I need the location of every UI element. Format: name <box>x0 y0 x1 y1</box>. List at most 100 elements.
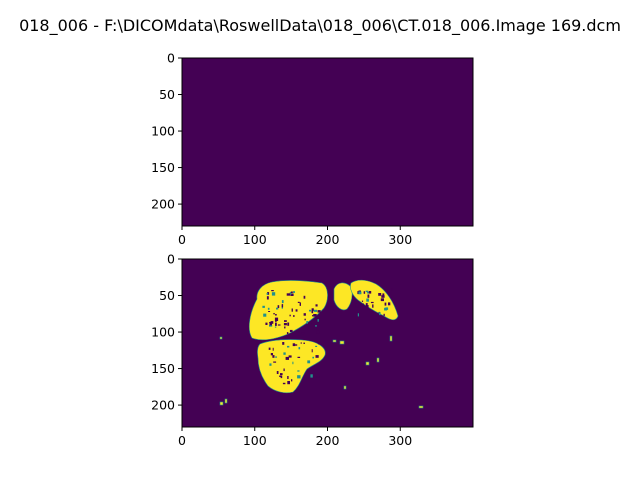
mask-hole <box>281 304 284 308</box>
bottom-ytick-label: 200 <box>151 398 175 413</box>
mask-hole <box>358 291 362 295</box>
mask-hole <box>280 373 283 376</box>
mask-hole <box>271 292 276 296</box>
mask-hole <box>297 370 300 372</box>
mask-hole <box>315 325 317 327</box>
mask-hole <box>311 349 313 353</box>
mask-hole <box>293 291 295 293</box>
mask-hole <box>268 347 271 350</box>
bottom-image-heatmap <box>182 259 473 427</box>
mask-hole <box>357 313 359 317</box>
mask-hole <box>312 315 314 317</box>
mask-hole <box>311 308 314 312</box>
mask-hole <box>290 291 293 293</box>
mask-hole <box>273 361 277 363</box>
mask-hole <box>309 309 312 312</box>
mask-hole <box>273 313 275 315</box>
mask-hole <box>317 310 321 313</box>
mask-hole <box>287 376 289 379</box>
mask-hole <box>297 301 300 303</box>
mask-hole <box>283 352 286 355</box>
mask-hole <box>315 345 318 347</box>
top-xtick-label: 100 <box>243 232 267 247</box>
mask-hole <box>311 321 313 324</box>
bottom-xtick-label: 100 <box>243 433 267 448</box>
mask-hole <box>312 356 314 359</box>
mask-hole <box>263 313 267 317</box>
mask-hole <box>355 303 359 308</box>
mask-hole <box>269 363 272 366</box>
mask-hole <box>306 321 308 324</box>
mask-hole <box>391 294 393 298</box>
top-ytick-label: 100 <box>151 124 175 139</box>
figure-title: 018_006 - F:\DICOMdata\RoswellData\018_0… <box>19 16 621 35</box>
mask-hole <box>288 355 292 358</box>
mask-hole <box>282 382 286 385</box>
mask-hole <box>378 293 382 296</box>
mask-hole <box>285 356 289 360</box>
right-lung-region <box>333 282 353 311</box>
mask-hole <box>388 292 391 295</box>
mask-hole <box>297 375 301 379</box>
mask-hole <box>272 355 275 358</box>
mask-hole <box>291 379 293 382</box>
mask-hole <box>310 374 313 378</box>
mask-hole <box>303 342 305 344</box>
mask-hole <box>366 298 369 302</box>
mask-hole <box>317 319 319 322</box>
mask-hole <box>291 308 293 312</box>
mask-hole <box>316 368 319 371</box>
mask-hole <box>295 309 298 312</box>
left-lung-upper-region <box>248 280 328 341</box>
mask-hole <box>352 296 354 300</box>
mask-hole <box>267 307 270 310</box>
mask-hole <box>289 292 292 295</box>
mask-hole <box>316 376 320 378</box>
mask-hole <box>277 305 280 308</box>
mask-hole <box>282 342 285 345</box>
mask-hole <box>277 324 281 326</box>
top-xtick-label: 200 <box>316 232 340 247</box>
top-xtick-label: 300 <box>388 232 412 247</box>
mask-hole <box>274 326 277 328</box>
mask-hole <box>284 320 287 322</box>
mask-hole <box>379 312 381 316</box>
mask-hole <box>316 330 320 334</box>
mask-hole <box>286 293 291 296</box>
bottom-xtick-label: 0 <box>178 433 186 448</box>
top-ytick-label: 0 <box>167 51 175 66</box>
mask-hole <box>367 294 370 298</box>
mask-hole <box>304 318 306 321</box>
bottom-ytick-label: 150 <box>151 361 175 376</box>
mask-hole <box>380 298 384 302</box>
mask-hole <box>384 307 388 311</box>
bottom-xtick-label: 200 <box>316 433 340 448</box>
left-lung-lower-region <box>257 339 326 394</box>
bottom-xtick-label: 300 <box>388 433 412 448</box>
speck <box>365 361 370 366</box>
mask-hole <box>301 332 305 335</box>
mask-hole <box>270 353 273 356</box>
top-subplot: 0 100 200 300 0 50 100 150 200 <box>151 51 474 247</box>
mask-hole <box>366 305 369 308</box>
mask-hole <box>275 314 277 316</box>
mask-hole <box>295 344 298 346</box>
mask-hole <box>367 291 369 294</box>
mask-hole <box>391 288 393 291</box>
speck <box>343 385 347 390</box>
mask-hole <box>368 291 372 294</box>
mask-hole <box>313 314 317 317</box>
mask-hole <box>269 321 272 326</box>
top-ytick-label: 50 <box>159 87 175 102</box>
mask-hole <box>383 313 385 316</box>
mask-hole <box>275 356 277 358</box>
mask-hole <box>279 375 282 377</box>
mask-hole <box>262 305 265 308</box>
mask-hole <box>272 347 274 351</box>
mask-hole <box>312 370 315 374</box>
mask-hole <box>281 300 284 304</box>
mask-hole <box>286 332 289 335</box>
speck <box>389 335 393 342</box>
mask-hole <box>284 326 286 329</box>
mask-hole <box>289 314 291 317</box>
